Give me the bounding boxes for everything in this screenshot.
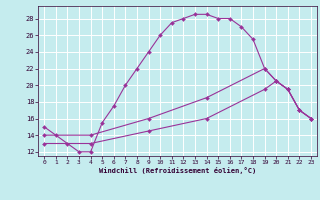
X-axis label: Windchill (Refroidissement éolien,°C): Windchill (Refroidissement éolien,°C) (99, 167, 256, 174)
